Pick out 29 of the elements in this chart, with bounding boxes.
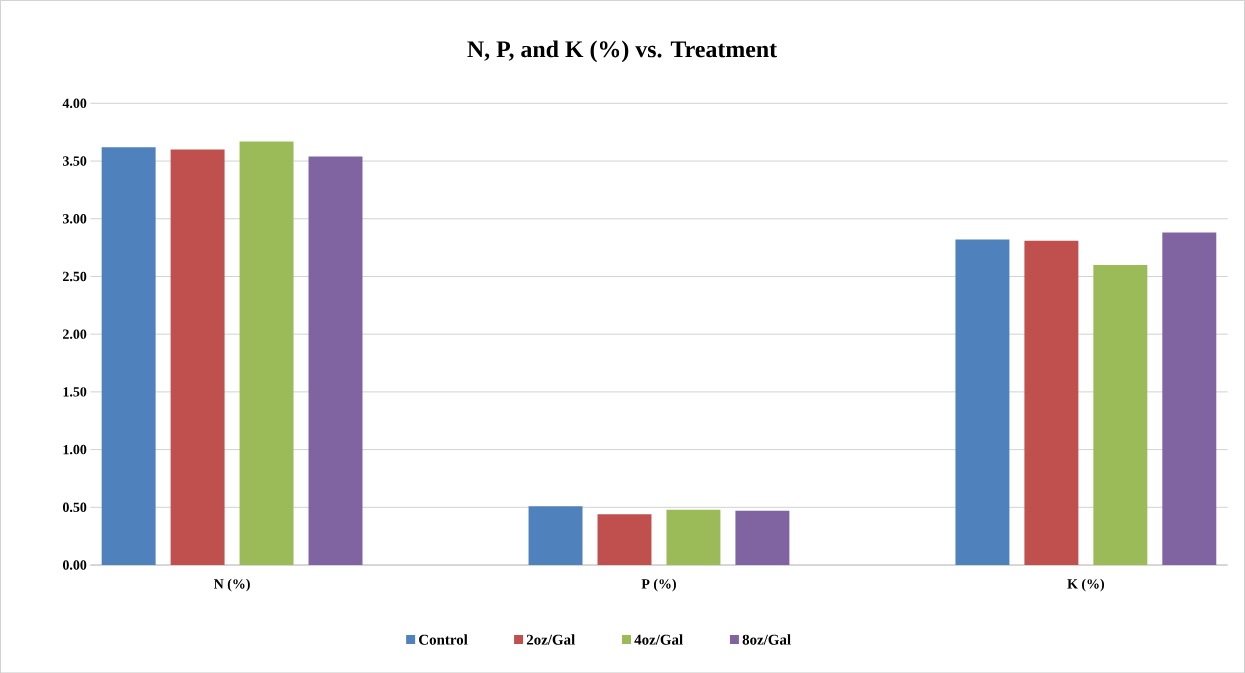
bar bbox=[170, 149, 225, 565]
bar bbox=[528, 505, 583, 565]
bar bbox=[597, 514, 652, 565]
y-tick-label: 1.50 bbox=[63, 386, 87, 397]
y-tick-label: 3.50 bbox=[62, 156, 87, 166]
bar bbox=[1162, 232, 1217, 565]
x-tick-label: K (%) bbox=[1067, 578, 1105, 592]
y-tick-label: 2.00 bbox=[63, 329, 87, 339]
bar bbox=[735, 510, 790, 565]
bar bbox=[101, 147, 156, 565]
x-tick-label: N (%) bbox=[213, 578, 250, 592]
chart-title: N, P, and K (%) vs. Treatment bbox=[467, 40, 778, 63]
bar bbox=[1093, 264, 1148, 565]
bar bbox=[666, 509, 721, 565]
bar bbox=[308, 156, 363, 565]
y-tick-label: 0.00 bbox=[62, 560, 87, 570]
legend-label: Control bbox=[419, 634, 468, 645]
x-tick-label: P (%) bbox=[641, 578, 676, 592]
y-tick-label: 3.00 bbox=[62, 213, 87, 224]
bar bbox=[955, 239, 1010, 565]
legend-label: 4oz/Gal bbox=[634, 634, 683, 645]
bar bbox=[239, 141, 294, 565]
y-tick-label: 1.00 bbox=[63, 444, 87, 455]
y-tick-label: 2.50 bbox=[63, 271, 87, 282]
y-tick-label: 0.50 bbox=[62, 502, 87, 512]
bar bbox=[1024, 240, 1079, 565]
y-tick-label: 4.00 bbox=[62, 98, 87, 108]
legend-label: 8oz/Gal bbox=[742, 634, 791, 645]
legend-label: 2oz/Gal bbox=[526, 634, 575, 645]
